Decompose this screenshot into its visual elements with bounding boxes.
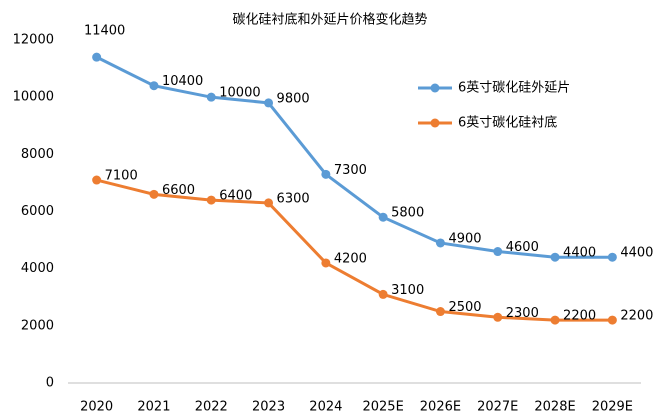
legend-label: 6英寸碳化硅外延片 <box>458 81 570 96</box>
data-label: 2200 <box>563 309 596 324</box>
x-tick-label: 2022 <box>195 400 228 415</box>
x-tick-label: 2020 <box>80 400 113 415</box>
data-point <box>435 307 445 317</box>
data-point <box>607 252 617 262</box>
data-point <box>321 169 331 179</box>
data-point <box>206 195 216 205</box>
data-point <box>321 258 331 268</box>
x-tick-label: 2021 <box>137 400 170 415</box>
data-label: 4200 <box>334 251 367 266</box>
data-label: 7100 <box>105 169 138 184</box>
data-label: 6600 <box>162 183 195 198</box>
data-label: 3100 <box>391 283 424 298</box>
data-point <box>435 238 445 248</box>
data-label: 4900 <box>448 231 481 246</box>
data-point <box>378 212 388 222</box>
data-point <box>264 98 274 108</box>
data-point <box>92 175 102 185</box>
data-label: 4400 <box>563 246 596 261</box>
data-point <box>493 247 503 257</box>
data-point <box>550 252 560 262</box>
data-label: 7300 <box>334 163 367 178</box>
data-label: 11400 <box>84 24 125 39</box>
x-tick-label: 2023 <box>252 400 285 415</box>
x-tick-label: 2027E <box>477 400 518 415</box>
data-label: 10000 <box>219 86 260 101</box>
y-tick-label: 0 <box>46 376 54 391</box>
data-point <box>550 315 560 325</box>
legend-marker <box>430 83 440 93</box>
data-point <box>607 315 617 325</box>
data-label: 2500 <box>448 300 481 315</box>
data-label: 6300 <box>277 191 310 206</box>
y-tick-label: 6000 <box>21 204 54 219</box>
chart-title: 碳化硅衬底和外延片价格变化趋势 <box>232 12 427 28</box>
y-tick-label: 8000 <box>21 147 54 162</box>
x-tick-label: 2026E <box>420 400 461 415</box>
data-label: 2300 <box>506 306 539 321</box>
data-point <box>206 92 216 102</box>
x-tick-label: 2029E <box>592 400 633 415</box>
data-label: 9800 <box>277 91 310 106</box>
y-tick-label: 12000 <box>13 33 54 48</box>
data-label: 4600 <box>506 240 539 255</box>
legend-marker <box>430 118 440 128</box>
data-label: 4400 <box>620 246 653 261</box>
data-point <box>493 312 503 322</box>
x-tick-label: 2028E <box>534 400 575 415</box>
data-point <box>149 189 159 199</box>
x-tick-label: 2025E <box>362 400 403 415</box>
data-point <box>149 81 159 91</box>
data-label: 5800 <box>391 206 424 221</box>
data-label: 6400 <box>219 189 252 204</box>
series-line <box>96 178 613 322</box>
data-point <box>264 198 274 208</box>
y-tick-label: 4000 <box>21 261 54 276</box>
series-line <box>95 55 613 259</box>
legend-label: 6英寸碳化硅衬底 <box>458 115 557 131</box>
y-tick-label: 10000 <box>13 90 54 105</box>
data-label: 10400 <box>162 74 203 89</box>
data-point <box>378 289 388 299</box>
data-point <box>92 52 102 62</box>
y-tick-label: 2000 <box>21 318 54 333</box>
data-label: 2200 <box>620 309 653 324</box>
x-tick-label: 2024 <box>309 400 342 415</box>
